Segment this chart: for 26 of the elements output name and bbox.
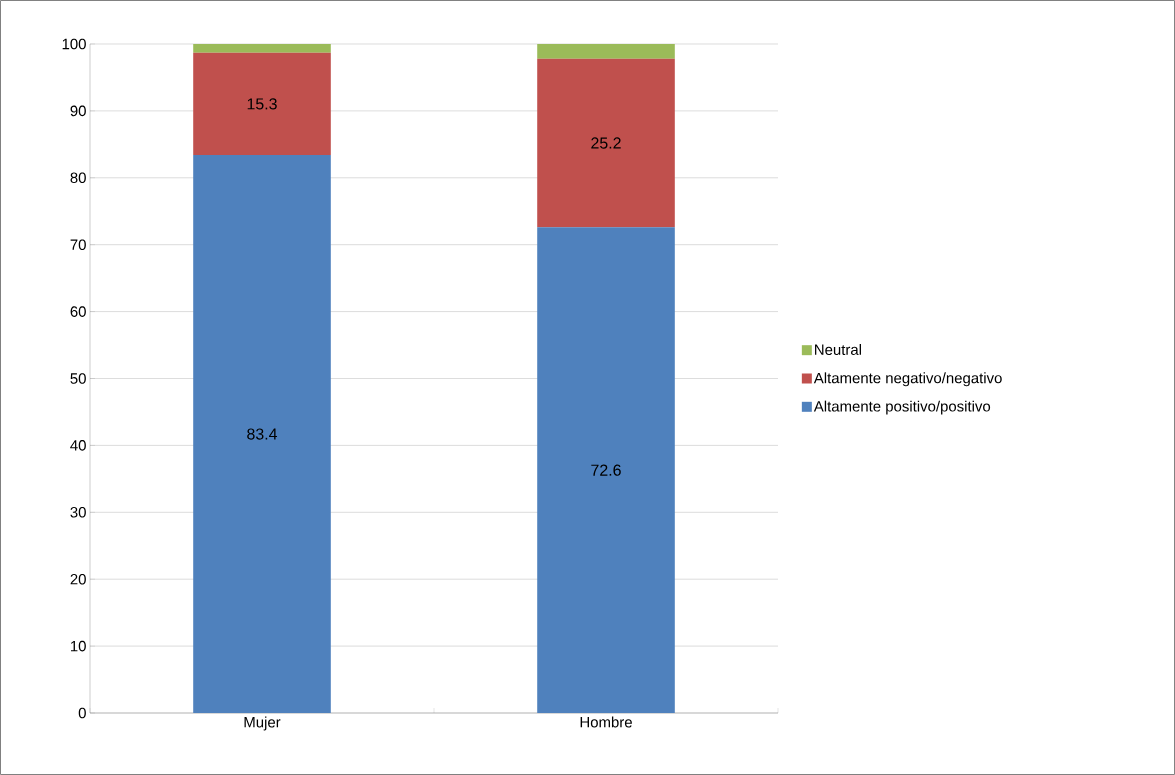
y-tick-label: 80: [70, 172, 86, 184]
legend-label: Altamente negativo/negativo: [813, 372, 1002, 387]
data-label: 72.6: [591, 464, 621, 476]
x-tick-label: Mujer: [244, 716, 281, 731]
y-tick-label: 70: [70, 239, 86, 250]
x-tick-label: Hombre: [580, 716, 632, 728]
bar: [193, 43, 331, 53]
y-tick-label: 40: [70, 440, 86, 451]
bar: [193, 155, 331, 713]
y-tick-label: 100: [62, 38, 86, 50]
y-tick-label: 10: [71, 640, 86, 652]
data-label: 15.3: [247, 98, 277, 110]
bar: [537, 58, 675, 228]
y-tick-label: 30: [70, 507, 86, 518]
y-tick-label: 0: [78, 707, 86, 719]
data-label: 25.2: [591, 137, 621, 149]
bar: [193, 52, 331, 156]
bar: [537, 227, 675, 713]
y-tick-label: 60: [70, 306, 86, 317]
bar: [537, 43, 675, 59]
legend-label: Altamente positivo/positivo: [813, 400, 991, 415]
y-tick-label: 50: [70, 373, 86, 384]
y-tick-label: 20: [70, 573, 86, 585]
legend-label: Neutral: [815, 344, 861, 355]
y-tick-label: 90: [70, 105, 86, 117]
data-label: 83.4: [247, 428, 278, 440]
